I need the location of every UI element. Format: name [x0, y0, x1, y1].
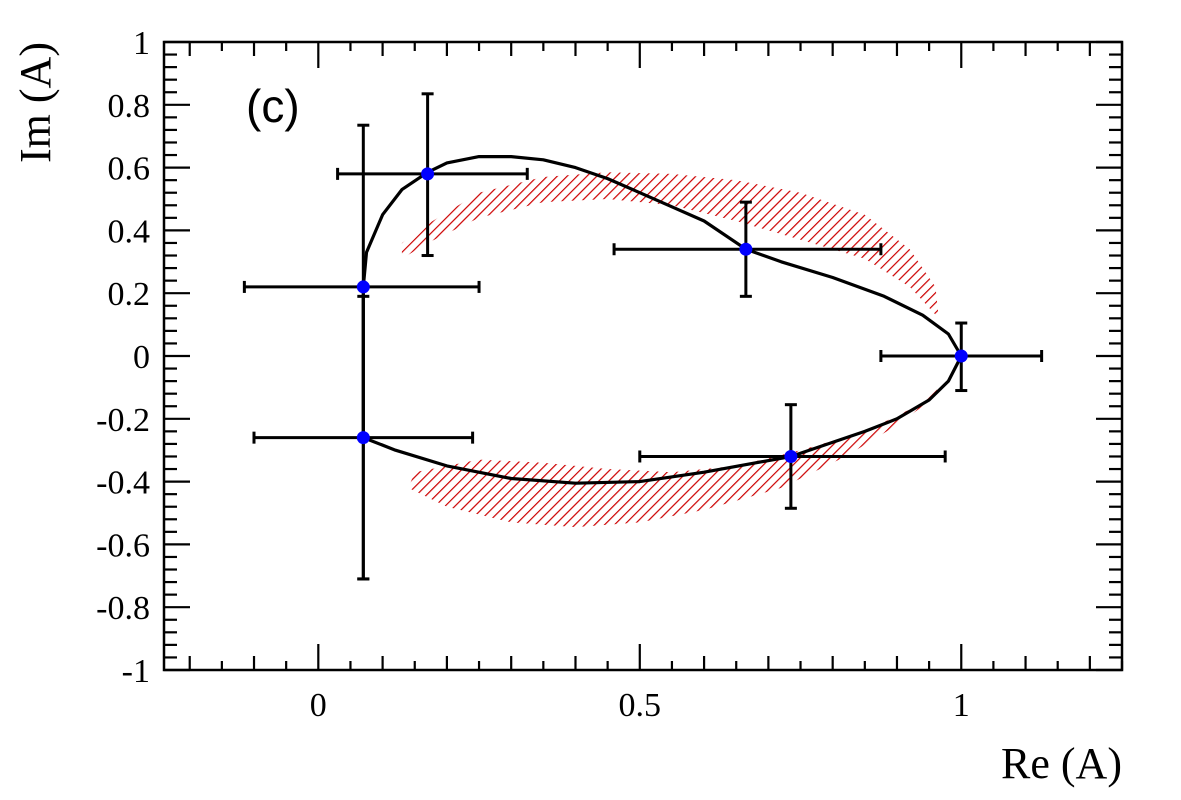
axis-ticks — [164, 40, 1124, 672]
data-points — [356, 167, 968, 463]
y-tick-label: 1 — [133, 25, 150, 62]
confidence-bands — [401, 172, 939, 528]
y-tick-label: 0 — [133, 339, 150, 376]
data-point-1 — [421, 167, 435, 181]
data-point-5 — [954, 349, 968, 363]
data-point-6 — [784, 449, 798, 463]
y-tick-label: -0.6 — [96, 527, 150, 564]
panel-label: (c) — [246, 80, 300, 132]
lower-band — [408, 381, 939, 528]
x-tick-labels: 0 0.5 1 — [310, 687, 970, 724]
data-point-2 — [356, 280, 370, 294]
upper-band — [401, 172, 939, 319]
x-tick-label: 0.5 — [619, 687, 662, 724]
fit-curve — [361, 155, 963, 485]
y-tick-label: 0.6 — [108, 151, 151, 188]
y-tick-label: 0.4 — [108, 213, 151, 250]
data-point-3 — [356, 431, 370, 445]
data-point-4 — [739, 242, 753, 256]
y-tick-label: 0.8 — [108, 88, 151, 125]
fit-curve-layer — [361, 155, 963, 485]
y-tick-label: -0.4 — [96, 465, 150, 502]
x-tick-label: 0 — [310, 687, 327, 724]
y-axis-title: Im (A) — [11, 42, 60, 163]
y-tick-label: -1 — [122, 653, 150, 690]
y-tick-label: -0.2 — [96, 402, 150, 439]
y-tick-label: -0.8 — [96, 590, 150, 627]
y-tick-label: 0.2 — [108, 276, 151, 313]
x-axis-title: Re (A) — [1001, 739, 1122, 788]
y-tick-labels: 1 0.8 0.6 0.4 0.2 0 -0.2 -0.4 -0.6 -0.8 -1 — [96, 25, 150, 690]
x-tick-label: 1 — [953, 687, 970, 724]
